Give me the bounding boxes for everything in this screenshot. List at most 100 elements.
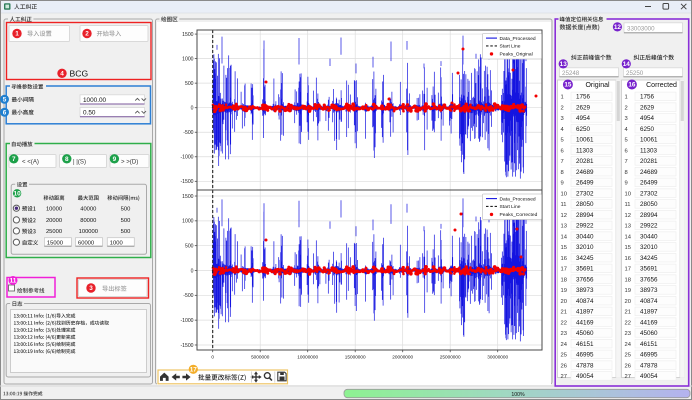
svg-text:29922: 29922 [576, 223, 594, 230]
svg-text:38973: 38973 [640, 287, 658, 294]
svg-text:1500: 1500 [182, 32, 193, 38]
svg-text:2: 2 [85, 31, 89, 38]
svg-text:3: 3 [625, 116, 628, 122]
svg-text:1000: 1000 [110, 241, 123, 247]
svg-text:30440: 30440 [640, 233, 658, 240]
svg-text:500: 500 [121, 218, 131, 224]
svg-text:BCG: BCG [70, 68, 89, 78]
svg-text:80000: 80000 [80, 218, 96, 224]
svg-text:10: 10 [14, 190, 22, 197]
svg-text:41897: 41897 [576, 309, 594, 316]
svg-text:5000000: 5000000 [251, 355, 270, 360]
svg-text:500: 500 [121, 207, 131, 213]
svg-text:28994: 28994 [640, 212, 658, 219]
svg-text:11: 11 [10, 278, 17, 285]
svg-text:15000: 15000 [47, 241, 63, 247]
svg-text:Peaks_Corrected: Peaks_Corrected [500, 212, 538, 218]
svg-text:24: 24 [625, 342, 632, 348]
svg-text:9: 9 [113, 156, 117, 163]
svg-text:4: 4 [60, 70, 64, 77]
svg-text:11303: 11303 [640, 147, 658, 154]
svg-text:10: 10 [625, 191, 631, 197]
svg-text:1: 1 [625, 95, 628, 101]
svg-text:44169: 44169 [640, 319, 658, 326]
svg-text:Start Line: Start Line [500, 204, 521, 210]
svg-text:40000: 40000 [80, 207, 96, 213]
svg-text:5: 5 [561, 138, 564, 144]
svg-text:8: 8 [625, 170, 628, 176]
svg-text:25250: 25250 [626, 70, 644, 77]
svg-text:8: 8 [561, 170, 564, 176]
svg-text:32010: 32010 [576, 244, 594, 251]
svg-text:12: 12 [614, 24, 622, 31]
svg-text:-1000: -1000 [180, 318, 193, 324]
svg-text:22: 22 [561, 320, 567, 326]
svg-text:34245: 34245 [640, 255, 658, 262]
svg-text:> >(D): > >(D) [121, 158, 138, 165]
svg-text:4: 4 [625, 127, 629, 133]
svg-text:4954: 4954 [576, 115, 591, 122]
svg-text:19: 19 [625, 288, 631, 294]
svg-text:45060: 45060 [640, 330, 658, 337]
svg-text:0: 0 [191, 106, 194, 112]
svg-text:6250: 6250 [576, 126, 591, 133]
svg-text:15000000: 15000000 [345, 355, 366, 360]
svg-text:13: 13 [625, 224, 631, 230]
svg-text:29922: 29922 [640, 223, 658, 230]
svg-text:9: 9 [561, 181, 564, 187]
svg-text:-1000: -1000 [180, 155, 193, 161]
svg-text:27: 27 [561, 374, 567, 380]
svg-text:-500: -500 [183, 293, 193, 299]
svg-text:100000: 100000 [79, 229, 98, 235]
svg-text:25000000: 25000000 [440, 355, 461, 360]
svg-text:3: 3 [561, 116, 564, 122]
svg-text:20281: 20281 [640, 158, 658, 165]
svg-text:37656: 37656 [640, 276, 658, 283]
svg-text:30000000: 30000000 [487, 355, 508, 360]
svg-text:15: 15 [561, 245, 567, 251]
svg-text:45060: 45060 [576, 330, 594, 337]
svg-text:1: 1 [15, 31, 19, 38]
svg-text:28994: 28994 [576, 212, 594, 219]
svg-text:1756: 1756 [576, 94, 591, 101]
svg-text:2629: 2629 [640, 104, 655, 111]
svg-text:1: 1 [561, 95, 564, 101]
svg-text:Start Line: Start Line [500, 44, 521, 50]
svg-text:23: 23 [561, 331, 567, 337]
svg-text:6: 6 [3, 109, 7, 116]
svg-text:7: 7 [561, 159, 564, 165]
svg-text:37656: 37656 [576, 276, 594, 283]
svg-text:10: 10 [561, 191, 567, 197]
svg-text:11: 11 [625, 202, 631, 208]
svg-text:Data_Processed: Data_Processed [500, 36, 536, 42]
svg-text:34245: 34245 [576, 255, 594, 262]
svg-text:Data_Processed: Data_Processed [500, 196, 536, 202]
svg-text:1000: 1000 [182, 56, 193, 62]
svg-text:33003000: 33003000 [627, 25, 655, 32]
svg-text:44169: 44169 [576, 319, 594, 326]
svg-text:20000000: 20000000 [392, 355, 413, 360]
svg-text:16: 16 [628, 82, 636, 89]
svg-text:40874: 40874 [640, 298, 658, 305]
svg-text:21: 21 [561, 310, 567, 316]
svg-text:16: 16 [625, 256, 631, 262]
svg-text:6: 6 [561, 148, 564, 154]
svg-text:24: 24 [561, 342, 568, 348]
svg-text:12: 12 [625, 213, 631, 219]
svg-text:4: 4 [561, 127, 565, 133]
svg-text:35691: 35691 [640, 266, 658, 273]
svg-text:26: 26 [561, 363, 567, 369]
svg-text:28050: 28050 [640, 201, 658, 208]
svg-text:20000: 20000 [46, 218, 62, 224]
svg-text:60000: 60000 [78, 241, 94, 247]
svg-text:-500: -500 [183, 130, 193, 136]
svg-text:1000.00: 1000.00 [83, 97, 107, 104]
svg-text:3: 3 [89, 285, 93, 292]
svg-text:5: 5 [3, 96, 7, 103]
svg-text:30440: 30440 [576, 233, 594, 240]
svg-text:23: 23 [625, 331, 631, 337]
svg-text:17: 17 [561, 267, 567, 273]
svg-text:Corrected: Corrected [646, 82, 677, 89]
svg-text:27302: 27302 [576, 190, 594, 197]
svg-text:24689: 24689 [640, 169, 658, 176]
